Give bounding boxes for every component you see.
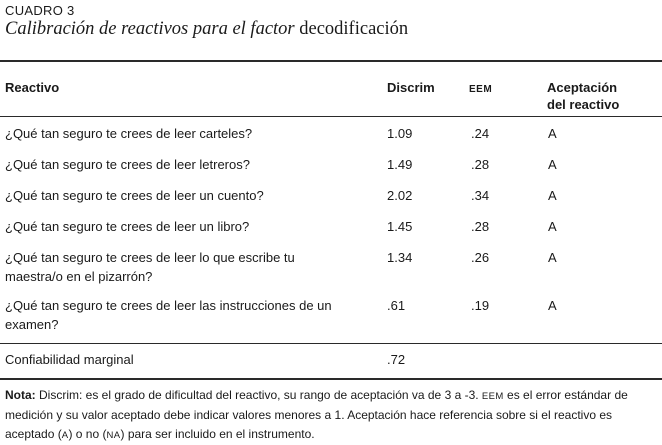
row-eem-value: .26 [471,250,490,265]
row-reactivo-text: ¿Qué tan seguro te crees de leer cartele… [5,126,253,141]
note-label: Nota: [5,388,36,402]
row-discrim-value: 1.49 [387,157,413,172]
row-eem-value: .28 [471,219,490,234]
confiabilidad-label: Confiabilidad marginal [5,352,134,367]
header-discrim: Discrim [387,80,435,95]
bottom-rule [0,378,662,380]
table-label: CUADRO 3 [5,3,75,18]
top-rule [0,60,662,62]
row-discrim-value: 2.02 [387,188,413,203]
row-aceptacion-value: A [548,219,557,234]
header-aceptacion-2: del reactivo [547,97,620,112]
note-text-2: es el error estándar de medición y su va… [5,388,628,441]
row-aceptacion-value: A [548,250,557,265]
row-reactivo-text: ¿Qué tan seguro te crees de leer las ins… [5,298,332,313]
row-aceptacion-value: A [548,157,557,172]
table-note: Nota: Discrim: es el grado de dificultad… [5,386,655,445]
header-aceptacion-1: Aceptación [547,80,618,95]
row-eem-value: .24 [471,126,490,141]
row-reactivo-text: ¿Qué tan seguro te crees de leer letrero… [5,157,250,172]
header-rule [0,116,662,117]
title-roman: decodificación [299,19,409,39]
confiabilidad-value: .72 [387,352,406,367]
title-italic: Calibración de reactivos para el factor [5,19,295,39]
row-reactivo-text: ¿Qué tan seguro te crees de leer un libr… [5,219,250,234]
row-reactivo-text-cont: examen? [5,317,59,332]
note-a: A [61,430,69,441]
note-text-3: ) o no ( [68,427,107,441]
row-aceptacion-value: A [548,126,557,141]
row-discrim-value: 1.34 [387,250,413,265]
row-eem-value: .28 [471,157,490,172]
row-eem-value: .19 [471,298,490,313]
note-text-1: Discrim: es el grado de dificultad del r… [35,388,482,402]
note-na: NA [106,430,121,441]
header-eem: EEM [469,84,493,95]
row-aceptacion-value: A [548,188,557,203]
note-eem: EEM [481,391,504,402]
row-discrim-value: 1.45 [387,219,413,234]
row-reactivo-text-cont: maestra/o en el pizarrón? [5,269,153,284]
row-reactivo-text: ¿Qué tan seguro te crees de leer un cuen… [5,188,264,203]
note-text-4: ) para ser incluido en el instrumento. [120,427,315,441]
header-reactivo: Reactivo [5,80,60,95]
row-discrim-value: 1.09 [387,126,413,141]
table-title: Calibración de reactivos para el factor … [5,19,408,40]
row-reactivo-text: ¿Qué tan seguro te crees de leer lo que … [5,250,295,265]
row-aceptacion-value: A [548,298,557,313]
row-discrim-value: .61 [387,298,406,313]
rows-rule [0,343,662,344]
row-eem-value: .34 [471,188,490,203]
